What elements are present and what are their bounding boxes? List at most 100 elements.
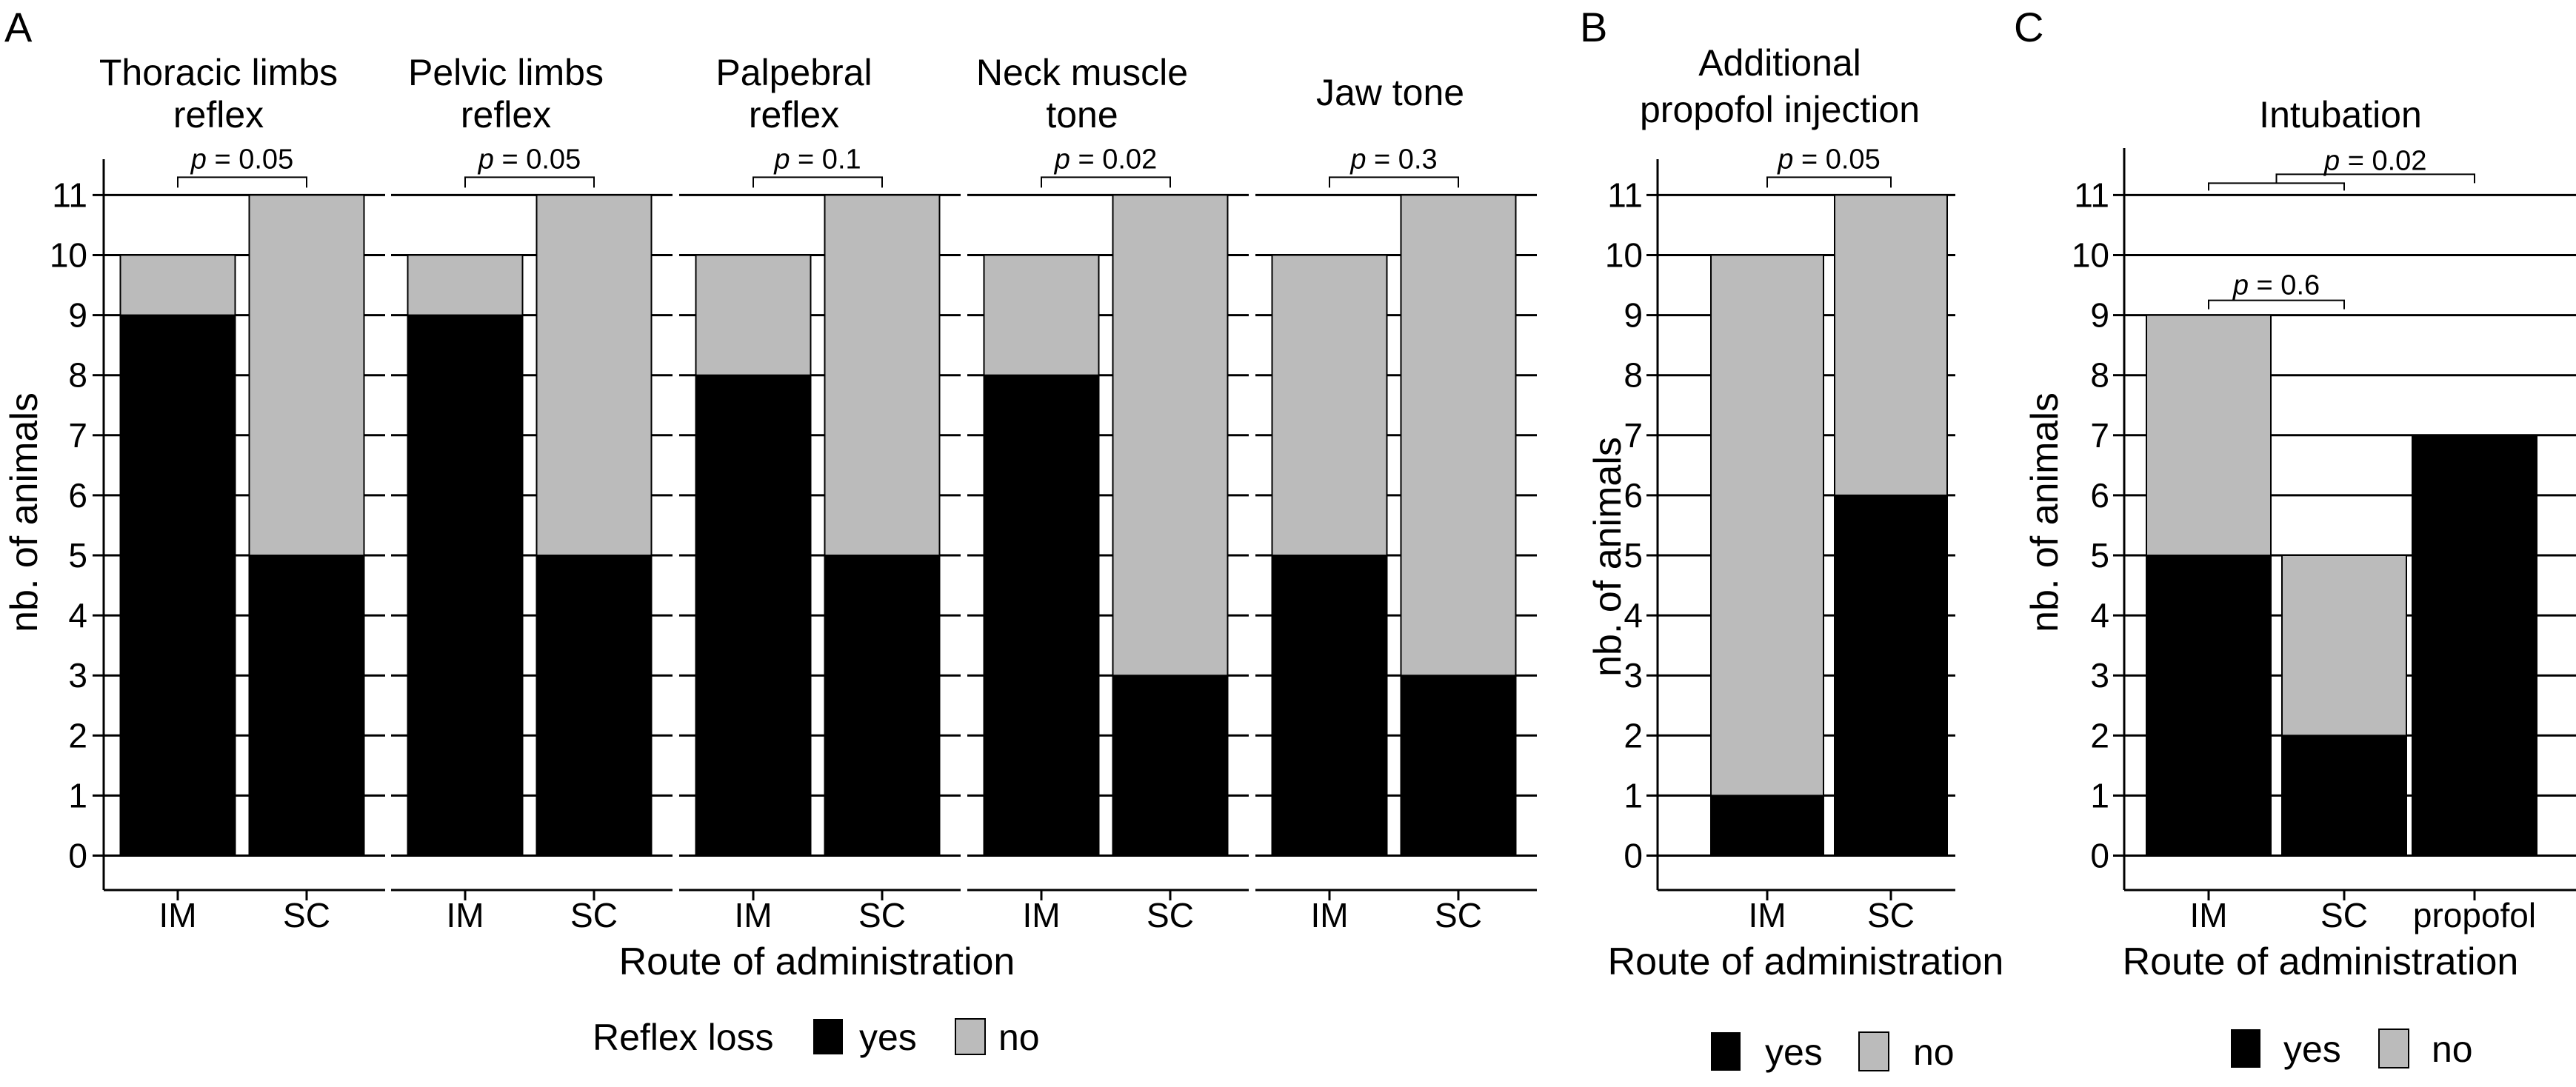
x-tick-label: SC <box>858 896 906 934</box>
p-value-label: p = 0.6 <box>2232 270 2320 301</box>
y-tick-label: 6 <box>68 476 87 515</box>
p-value-label: p = 0.02 <box>1054 144 1157 175</box>
y-tick-label: 6 <box>1624 476 1643 515</box>
bar-yes <box>248 555 365 857</box>
p-value-bracket <box>2208 182 2345 191</box>
y-tick-label: 1 <box>2090 776 2109 815</box>
x-tick-label: IM <box>1310 896 1348 934</box>
panel-b-x-axis-title: Route of administration <box>1608 940 2004 983</box>
x-tick-label: IM <box>1022 896 1060 934</box>
bar-yes <box>695 374 812 857</box>
x-tick-label: SC <box>2320 896 2368 934</box>
panel-b-legend: yes no <box>1711 1031 1955 1073</box>
bar-no <box>535 194 653 556</box>
bar-yes <box>1271 555 1388 857</box>
panel-a-legend: Reflex loss yes no <box>593 1017 1040 1058</box>
bar-no <box>1271 254 1388 556</box>
p-value-label: p = 0.3 <box>1349 144 1437 175</box>
legend-key-yes <box>2231 1029 2260 1068</box>
bar-yes <box>824 555 941 857</box>
p-value-bracket <box>1041 176 1171 188</box>
p-value-bracket <box>753 176 883 188</box>
bar-yes <box>535 555 653 857</box>
y-tick-label: 10 <box>1605 236 1643 275</box>
panel-a-x-axis-title: Route of administration <box>619 940 1015 983</box>
bar-yes <box>2281 735 2407 857</box>
y-tick-label: 0 <box>68 837 87 875</box>
bar-no <box>2146 314 2272 556</box>
legend-key-yes <box>813 1019 843 1054</box>
facet-title-line: tone <box>1046 94 1118 136</box>
x-tick-label: IM <box>159 896 196 934</box>
y-tick-label: 1 <box>1624 776 1643 815</box>
bar-yes <box>1834 494 1948 857</box>
y-tick-label: 3 <box>2090 656 2109 695</box>
panel-b-title-line: Additional <box>1698 42 1861 84</box>
facet-titles: Thoracic limbs reflex Pelvic limbs refle… <box>99 52 1464 136</box>
y-tick-label: 10 <box>2072 236 2109 275</box>
facet-title-line: reflex <box>749 94 839 136</box>
bar-yes <box>2412 434 2537 857</box>
legend-label-no: no <box>2432 1029 2473 1070</box>
y-tick-label: 4 <box>2090 596 2109 635</box>
panel-b-title-line: propofol injection <box>1640 89 1920 130</box>
bar-yes <box>1710 795 1824 857</box>
y-tick-label: 5 <box>68 536 87 575</box>
y-tick-label: 0 <box>1624 837 1643 875</box>
facet-title-line: Palpebral <box>715 52 872 93</box>
x-tick-label: SC <box>1435 896 1482 934</box>
legend-label-yes: yes <box>2283 1029 2341 1070</box>
bar-yes <box>1112 675 1229 857</box>
facet-title-line: Jaw tone <box>1316 72 1464 113</box>
y-tick-label: 11 <box>52 175 87 214</box>
bar-no <box>1710 254 1824 797</box>
x-tick-label: IM <box>1748 896 1786 934</box>
y-tick-label: 3 <box>1624 656 1643 695</box>
legend-label-no: no <box>1913 1031 1955 1073</box>
bar-yes <box>983 374 1100 857</box>
y-tick-label: 7 <box>68 416 87 455</box>
facet-title-line: reflex <box>173 94 264 136</box>
y-tick-label: 5 <box>2090 536 2109 575</box>
y-tick-label: 8 <box>68 356 87 395</box>
facet-title-line: Thoracic limbs <box>99 52 338 93</box>
y-tick-label: 8 <box>1624 356 1643 395</box>
x-tick-label: IM <box>2189 896 2227 934</box>
y-tick-label: 2 <box>1624 716 1643 755</box>
p-value-bracket <box>2275 173 2475 184</box>
bar-no <box>407 254 524 316</box>
y-tick-label: 11 <box>2074 175 2109 214</box>
panel-a-y-axis-title: nb. of animals <box>3 392 46 632</box>
facet-title-line: reflex <box>461 94 551 136</box>
bar-yes <box>1400 675 1517 857</box>
x-tick-label: propofol <box>2413 896 2536 934</box>
x-tick-label: SC <box>1867 896 1915 934</box>
y-tick-label: 2 <box>68 716 87 755</box>
p-value-label: p = 0.05 <box>190 144 293 175</box>
bar-no <box>1400 194 1517 677</box>
p-value-bracket <box>2208 299 2345 310</box>
bar-no <box>983 254 1100 376</box>
x-tick-label: SC <box>1147 896 1194 934</box>
x-tick-label: IM <box>446 896 484 934</box>
bar-no <box>1112 194 1229 677</box>
legend-key-no <box>955 1018 986 1055</box>
x-tick-label: SC <box>283 896 330 934</box>
p-value-label: p = 0.1 <box>773 144 861 175</box>
x-tick-label: SC <box>570 896 618 934</box>
y-tick-label: 2 <box>2090 716 2109 755</box>
p-value-bracket <box>177 176 307 188</box>
bar-no <box>695 254 812 376</box>
y-tick-label: 10 <box>50 236 87 275</box>
facet-title-line: Neck muscle <box>976 52 1188 93</box>
legend-title: Reflex loss <box>593 1017 774 1058</box>
y-tick-label: 3 <box>68 656 87 695</box>
panel-c-y-axis-title: nb. of animals <box>2023 392 2066 632</box>
bar-yes <box>2146 555 2272 857</box>
legend-label-no: no <box>998 1017 1040 1058</box>
y-tick-label: 9 <box>68 296 87 335</box>
y-tick-label: 4 <box>1624 596 1643 635</box>
p-value-bracket <box>1766 176 1892 188</box>
y-tick-label: 11 <box>1607 175 1643 214</box>
